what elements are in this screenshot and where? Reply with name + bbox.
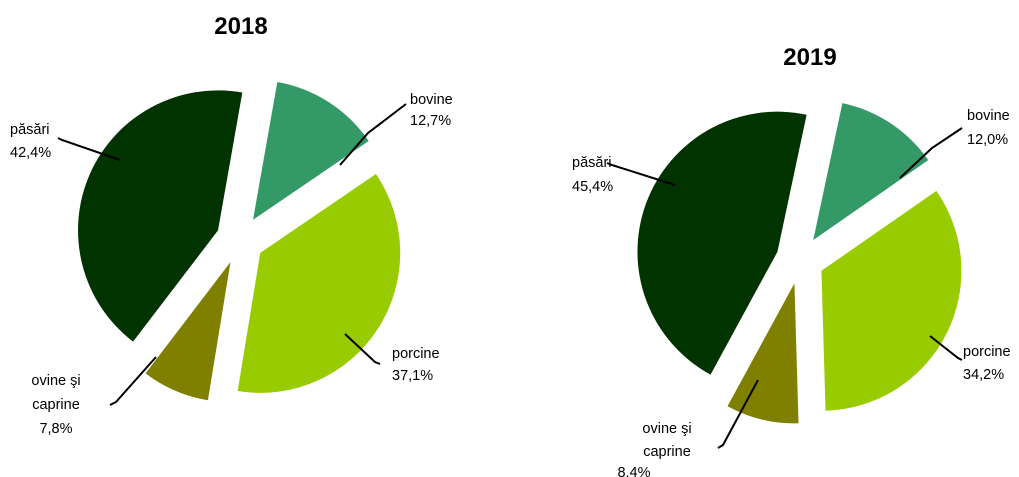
slice-value: 45,4% (572, 179, 613, 195)
slice-name: ovine şi (31, 373, 80, 389)
leader-line-porcine (344, 333, 381, 365)
slice-name: caprine (32, 397, 80, 413)
pie-slice-pasari (78, 90, 243, 342)
slice-value: 42,4% (10, 145, 51, 161)
leader-line-porcine (929, 335, 963, 361)
slice-name: păsări (10, 122, 50, 138)
chart-title: 2018 (214, 13, 267, 40)
slice-value: 37,1% (392, 368, 433, 384)
slice-value: 12,0% (967, 132, 1008, 148)
leader-line-ovine-si-caprine (109, 356, 157, 406)
leader-line-bovine (899, 127, 963, 179)
pie-slice-porcine (821, 190, 962, 411)
pie-slice-bovine (813, 103, 929, 241)
slice-label-pasari: păsări 45,4% (572, 155, 613, 195)
pie-chart-2019: 2019 bovine 12,0% porcine 34,2% ovine şi capri… (572, 44, 1011, 477)
slice-label-bovine: bovine 12,0% (967, 108, 1010, 148)
slice-name: ovine şi (642, 421, 691, 437)
pie-chart-2018: 2018 bovine 12,7% porcine 37,1% ovine şi capri… (10, 13, 453, 437)
slice-label-bovine: bovine 12,7% (410, 92, 453, 129)
pie-slice-ovine-si-caprine (145, 262, 231, 401)
slice-name: caprine (643, 444, 691, 460)
slice-label-ovine-si-caprine: ovine şi caprine 8.4% (617, 421, 691, 477)
pie-slice-porcine (237, 174, 401, 393)
slice-value: 12,7% (410, 113, 451, 129)
chart-title: 2019 (783, 44, 836, 71)
slice-value: 7,8% (39, 421, 72, 437)
slice-name: păsări (572, 155, 612, 171)
slice-name: bovine (410, 92, 453, 108)
slice-name: bovine (967, 108, 1010, 124)
pie-slice-pasari (637, 111, 807, 375)
leader-line-ovine-si-caprine (717, 379, 759, 449)
slice-name: porcine (963, 344, 1011, 360)
slice-name: porcine (392, 346, 440, 362)
leader-line-pasari (606, 162, 676, 186)
pie-slice-bovine (253, 81, 369, 220)
slice-value: 34,2% (963, 367, 1004, 383)
leader-line-pasari (57, 137, 121, 161)
slice-label-porcine: porcine 37,1% (392, 346, 440, 384)
slice-label-pasari: păsări 42,4% (10, 122, 51, 161)
leader-line-bovine (339, 103, 407, 166)
slice-value: 8.4% (617, 465, 650, 477)
slice-label-porcine: porcine 34,2% (963, 344, 1011, 383)
pie-slice-ovine-si-caprine (727, 283, 799, 424)
slice-label-ovine-si-caprine: ovine şi caprine 7,8% (31, 373, 80, 437)
